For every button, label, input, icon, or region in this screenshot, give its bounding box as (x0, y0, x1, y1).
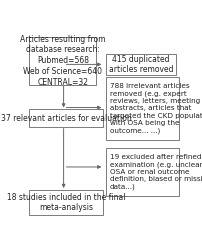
FancyBboxPatch shape (29, 37, 97, 84)
FancyBboxPatch shape (29, 110, 103, 127)
FancyBboxPatch shape (29, 190, 103, 215)
Text: 788 irrelevant articles
removed (e.g. expert
reviews, letters, meeting
abstracts: 788 irrelevant articles removed (e.g. ex… (110, 83, 202, 134)
FancyBboxPatch shape (106, 148, 179, 196)
Text: 415 duplicated
articles removed: 415 duplicated articles removed (109, 55, 173, 74)
FancyBboxPatch shape (106, 77, 179, 140)
Text: Articles resulting from
database research:
Pubmed=568
Web of Science=640
CENTRAL: Articles resulting from database researc… (20, 35, 106, 87)
Text: 37 relevant articles for evaluation: 37 relevant articles for evaluation (1, 114, 131, 123)
Text: 19 excluded after refined
examination (e.g. unclear
OSA or renal outcome
definit: 19 excluded after refined examination (e… (110, 154, 202, 190)
Text: 18 studies included in the final
meta-analysis: 18 studies included in the final meta-an… (7, 192, 125, 212)
FancyBboxPatch shape (106, 54, 176, 75)
